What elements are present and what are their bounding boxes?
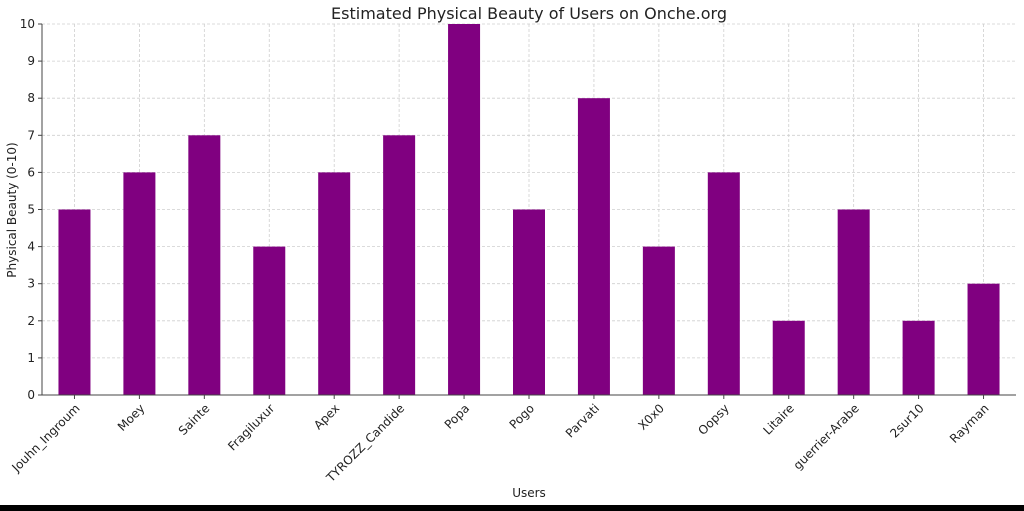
y-tick-label: 1	[27, 351, 35, 365]
bar-Oopsy	[707, 172, 740, 395]
x-tick-label: Sainte	[176, 401, 213, 438]
bar-2sur10	[902, 320, 935, 395]
y-tick-label: 3	[27, 277, 35, 291]
bar-Fragiluxur	[253, 246, 286, 395]
x-tick-label: X0x0	[635, 401, 667, 433]
x-tick-labels: Jouhn_Ingroum Moey Sainte Fragiluxur ApexTYR…	[9, 401, 992, 485]
x-tick-label: Moey	[115, 401, 148, 434]
y-tick-label: 0	[27, 388, 35, 402]
x-tick-label: Rayman	[947, 401, 992, 446]
x-tick-label: Apex	[311, 401, 342, 432]
y-tick-label: 2	[27, 314, 35, 328]
x-tick-label: guerrier-Arabe	[791, 401, 862, 472]
bars	[58, 24, 1000, 396]
x-tick-label: Pogo	[507, 401, 537, 431]
y-tick-label: 7	[27, 128, 35, 142]
bar-Apex	[318, 172, 351, 395]
bar-Litaire	[772, 320, 805, 395]
bar-Moey	[123, 172, 156, 395]
bottom-border	[0, 505, 1024, 511]
bar-X0x0	[642, 246, 675, 395]
bar-Sainte	[188, 135, 221, 396]
x-tick-label: Popa	[442, 401, 472, 431]
x-tick-label: Fragiluxur	[225, 401, 277, 453]
bar-TYROZZ_Candide	[383, 135, 416, 396]
x-axis-label: Users	[512, 486, 546, 500]
x-tick-label: Oopsy	[695, 401, 732, 438]
x-tick-label: Parvati	[563, 401, 602, 440]
x-tick-label: Jouhn_Ingroum	[9, 401, 83, 475]
axes	[38, 23, 1016, 399]
bar-Pogo	[513, 209, 545, 395]
y-tick-label: 8	[27, 91, 35, 105]
chart-title: Estimated Physical Beauty of Users on On…	[331, 4, 727, 23]
bar-Rayman	[967, 283, 1000, 395]
x-tick-label: 2sur10	[887, 401, 926, 440]
y-tick-label: 4	[27, 240, 35, 254]
bar-Popa	[448, 24, 481, 395]
bar-Parvati	[577, 98, 610, 395]
y-tick-label: 9	[27, 54, 35, 68]
y-tick-label: 10	[20, 17, 35, 31]
y-axis-label: Physical Beauty (0-10)	[5, 142, 19, 277]
y-tick-label: 6	[27, 165, 35, 179]
bar-guerrier-Arabe	[837, 209, 870, 395]
x-tick-label: Litaire	[760, 401, 796, 437]
y-tick-label: 5	[27, 203, 35, 217]
y-tick-labels: 0 1 2 3 4 5 6 7 8 9 10	[20, 17, 35, 402]
bar-Jouhn_Ingroum	[58, 209, 91, 395]
